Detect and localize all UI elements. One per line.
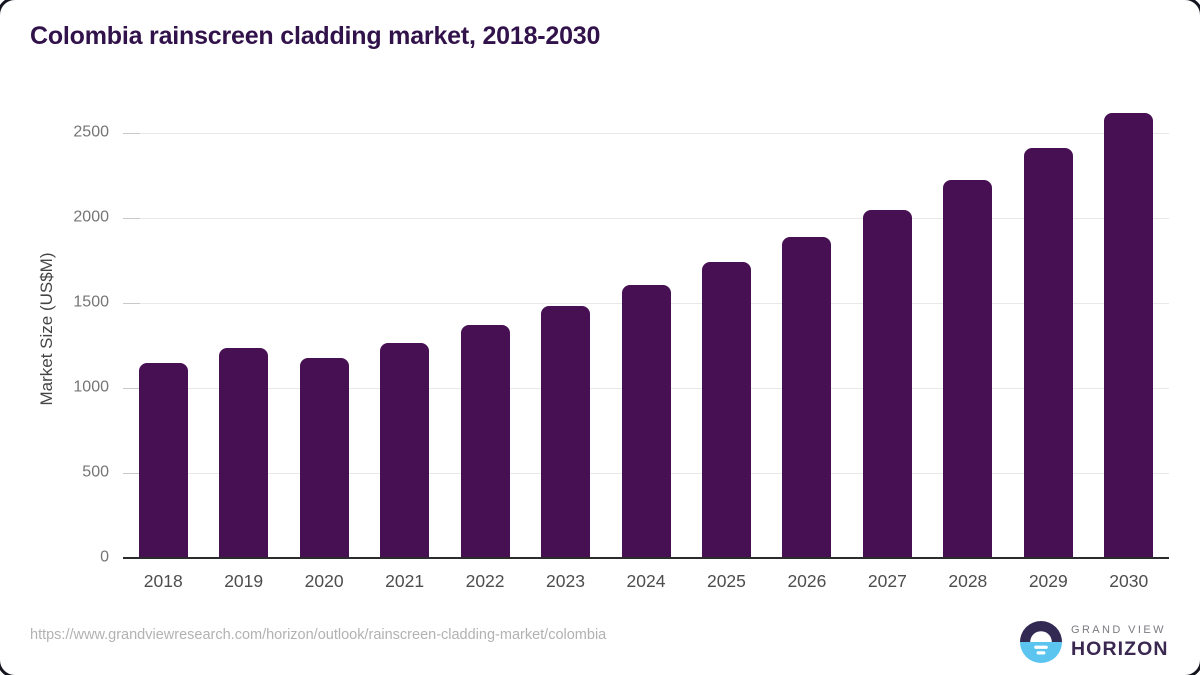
source-url: https://www.grandviewresearch.com/horizo… (30, 627, 607, 643)
bar-2025 (701, 262, 751, 558)
x-tick-label-2025: 2025 (706, 571, 746, 591)
y-tick-label-1000: 1000 (73, 378, 109, 396)
horizon-sunrise-icon (1020, 621, 1062, 663)
y-tick-mark-2500 (123, 133, 140, 134)
y-tick-mark-500 (123, 473, 140, 474)
x-tick-label-2019: 2019 (224, 571, 264, 591)
x-tick-label-2021: 2021 (385, 571, 425, 591)
bar-2020 (299, 358, 349, 558)
bar-2021 (380, 342, 430, 558)
y-tick-mark-1000 (123, 388, 140, 389)
bar-2018 (138, 363, 188, 558)
brand-name-bottom: HORIZON (1071, 637, 1169, 660)
grand-view-horizon-logo: GRAND VIEW HORIZON (1020, 621, 1169, 663)
x-axis-line (123, 557, 1169, 559)
x-tick-label-2026: 2026 (787, 571, 827, 591)
gridline-2000 (123, 218, 1169, 219)
bar-2023 (541, 306, 591, 558)
x-tick-label-2022: 2022 (465, 571, 505, 591)
bar-2029 (1023, 148, 1073, 558)
y-tick-label-2500: 2500 (73, 123, 109, 141)
bar-2027 (862, 210, 912, 558)
x-tick-label-2030: 2030 (1109, 571, 1149, 591)
x-tick-label-2028: 2028 (948, 571, 988, 591)
y-axis-title: Market Size (US$M) (37, 252, 56, 406)
brand-wordmark: GRAND VIEW HORIZON (1071, 624, 1169, 661)
bar-2028 (943, 179, 993, 558)
x-tick-label-2020: 2020 (304, 571, 344, 591)
y-tick-label-1500: 1500 (73, 293, 109, 311)
bar-2026 (782, 236, 832, 558)
y-tick-mark-2000 (123, 218, 140, 219)
x-tick-label-2024: 2024 (626, 571, 666, 591)
brand-name-top: GRAND VIEW (1071, 623, 1166, 636)
plot-area: 0 500 1000 1500 2000 2500 2018 2019 2020 2021 202… (73, 100, 1169, 591)
bar-2022 (460, 325, 510, 558)
y-tick-label-2000: 2000 (73, 208, 109, 226)
x-tick-label-2023: 2023 (546, 571, 585, 591)
y-tick-label-0: 0 (100, 548, 109, 566)
x-tick-label-2027: 2027 (867, 571, 907, 591)
chart-title: Colombia rainscreen cladding market, 201… (30, 22, 601, 50)
bar-2019 (219, 348, 269, 558)
gridline-2500 (123, 133, 1169, 134)
y-tick-mark-1500 (123, 303, 140, 304)
y-tick-label-500: 500 (82, 463, 109, 481)
x-tick-label-2018: 2018 (143, 571, 183, 591)
bar-2030 (1104, 112, 1154, 558)
bar-2024 (621, 285, 671, 558)
x-tick-label-2029: 2029 (1028, 571, 1068, 591)
